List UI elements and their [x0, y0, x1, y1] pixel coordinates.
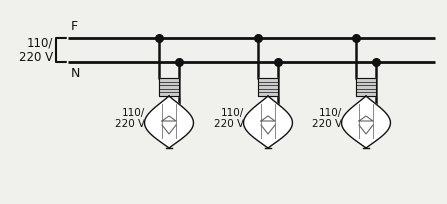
Polygon shape — [144, 96, 194, 148]
Polygon shape — [244, 96, 292, 148]
Polygon shape — [342, 96, 391, 148]
Polygon shape — [356, 78, 376, 96]
Polygon shape — [159, 78, 179, 96]
Text: 110/
220 V: 110/ 220 V — [312, 108, 342, 129]
Text: 110/
220 V: 110/ 220 V — [115, 108, 145, 129]
Text: N: N — [71, 67, 80, 80]
Text: 110/
220 V: 110/ 220 V — [214, 108, 244, 129]
Text: F: F — [71, 20, 78, 33]
Text: 110/
220 V: 110/ 220 V — [19, 36, 53, 64]
Polygon shape — [258, 78, 278, 96]
